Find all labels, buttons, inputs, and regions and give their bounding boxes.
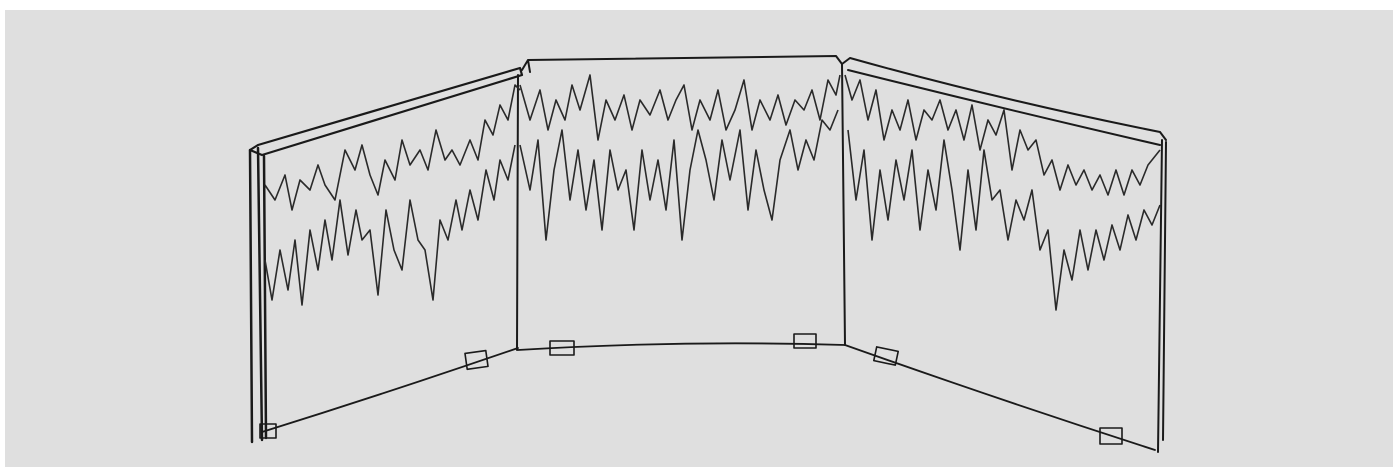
left-panel-seam xyxy=(517,75,518,350)
page xyxy=(0,0,1398,471)
sketch xyxy=(0,0,1398,471)
background xyxy=(5,10,1393,467)
